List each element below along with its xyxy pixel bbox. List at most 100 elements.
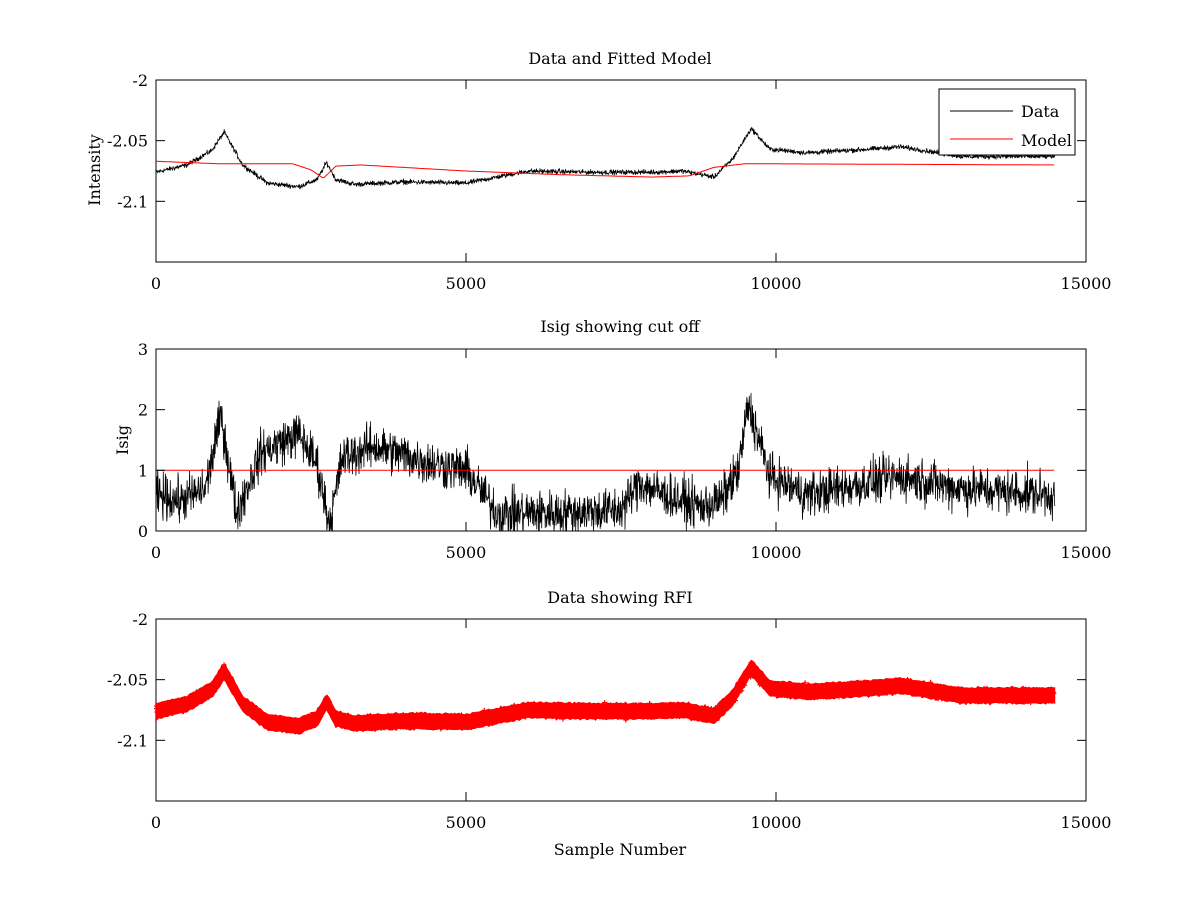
rfi-marker: [1023, 692, 1029, 698]
rfi-marker: [989, 695, 995, 701]
rfi-marker: [769, 686, 775, 692]
rfi-marker: [530, 711, 536, 717]
rfi-marker: [1045, 696, 1051, 702]
rfi-marker: [739, 688, 745, 694]
rfi-marker: [438, 726, 444, 732]
rfi-marker: [407, 714, 413, 720]
rfi-marker: [616, 705, 622, 711]
y-tick-label: 2: [138, 401, 148, 420]
rfi-marker: [958, 688, 963, 694]
rfi-marker: [566, 709, 572, 715]
panel-1-plot-area: 0 5000 10000 15000 -2 -2.05 -2.1: [107, 71, 1111, 293]
rfi-marker: [401, 719, 407, 725]
y-tick-label: 3: [138, 340, 148, 359]
rfi-marker: [365, 720, 371, 725]
rfi-marker: [263, 722, 269, 728]
rfi-marker: [577, 703, 582, 709]
rfi-marker: [159, 713, 164, 719]
x-tick-label: 5000: [446, 274, 487, 293]
rfi-marker: [329, 705, 335, 711]
rfi-marker: [562, 708, 568, 714]
rfi-marker: [712, 715, 718, 721]
rfi-marker: [832, 690, 838, 696]
rfi-marker: [817, 692, 823, 698]
rfi-marker: [957, 696, 963, 702]
rfi-marker: [667, 703, 673, 709]
rfi-marker: [602, 700, 608, 706]
rfi-marker: [604, 705, 610, 710]
rfi-marker: [791, 690, 796, 696]
rfi-marker: [864, 686, 870, 692]
rfi-marker: [880, 682, 886, 688]
rfi-marker: [911, 681, 917, 687]
rfi-marker: [638, 707, 644, 713]
legend-entry-data: Data: [1021, 102, 1060, 121]
panel-1-title: Data and Fitted Model: [528, 49, 711, 68]
rfi-marker: [454, 717, 460, 723]
rfi-marker: [268, 715, 274, 721]
rfi-marker: [757, 675, 763, 681]
rfi-marker: [553, 712, 559, 718]
rfi-marker: [897, 680, 903, 686]
y-tick-label: -2: [132, 71, 148, 90]
rfi-marker: [351, 720, 357, 726]
rfi-marker: [248, 706, 254, 712]
rfi-marker: [468, 722, 474, 728]
rfi-marker: [505, 714, 511, 720]
rfi-marker: [936, 687, 942, 693]
rfi-marker: [1038, 689, 1044, 695]
rfi-marker: [428, 715, 434, 721]
rfi-marker: [306, 718, 312, 724]
rfi-marker: [784, 685, 790, 691]
rfi-marker: [445, 725, 450, 730]
rfi-marker: [416, 719, 422, 725]
rfi-marker: [796, 691, 802, 697]
rfi-marker: [314, 715, 320, 721]
rfi-marker: [733, 698, 738, 703]
rfi-marker: [753, 674, 759, 680]
rfi-marker: [602, 711, 608, 717]
rfi-marker: [935, 696, 941, 702]
rfi-marker: [840, 685, 846, 691]
rfi-marker: [776, 687, 782, 693]
rfi-marker: [186, 696, 192, 702]
rfi-marker: [370, 724, 376, 730]
series-data: [155, 126, 1056, 190]
rfi-marker: [245, 704, 251, 710]
rfi-marker: [489, 713, 495, 719]
rfi-marker: [455, 724, 461, 730]
rfi-marker: [208, 688, 214, 694]
rfi-marker: [301, 719, 307, 725]
rfi-marker: [465, 715, 471, 721]
rfi-marker: [923, 689, 928, 695]
rfi-marker: [239, 697, 245, 703]
rfi-marker: [378, 725, 384, 731]
rfi-marker: [458, 713, 464, 719]
rfi-marker: [512, 714, 518, 720]
rfi-marker: [201, 687, 207, 692]
rfi-marker: [430, 724, 436, 730]
rfi-marker: [407, 720, 413, 726]
rfi-marker: [184, 702, 190, 708]
rfi-marker: [822, 685, 828, 691]
rfi-marker: [961, 689, 967, 695]
rfi-marker: [873, 681, 879, 687]
rfi-marker: [777, 683, 783, 689]
rfi-marker: [318, 713, 324, 719]
rfi-marker: [748, 660, 754, 666]
rfi-marker: [511, 711, 517, 717]
rfi-marker: [530, 711, 536, 717]
rfi-marker: [221, 666, 227, 672]
x-tick-label: 15000: [1061, 813, 1112, 832]
rfi-marker: [926, 682, 932, 688]
legend-entry-model: Model: [1021, 131, 1072, 150]
panel-3-title: Data showing RFI: [547, 588, 692, 607]
rfi-marker: [841, 689, 847, 694]
rfi-marker: [461, 716, 467, 722]
rfi-marker: [1026, 690, 1032, 695]
rfi-marker: [322, 703, 328, 709]
rfi-marker: [759, 679, 765, 685]
rfi-marker: [700, 708, 706, 713]
rfi-marker: [952, 689, 958, 695]
rfi-marker: [853, 682, 859, 688]
